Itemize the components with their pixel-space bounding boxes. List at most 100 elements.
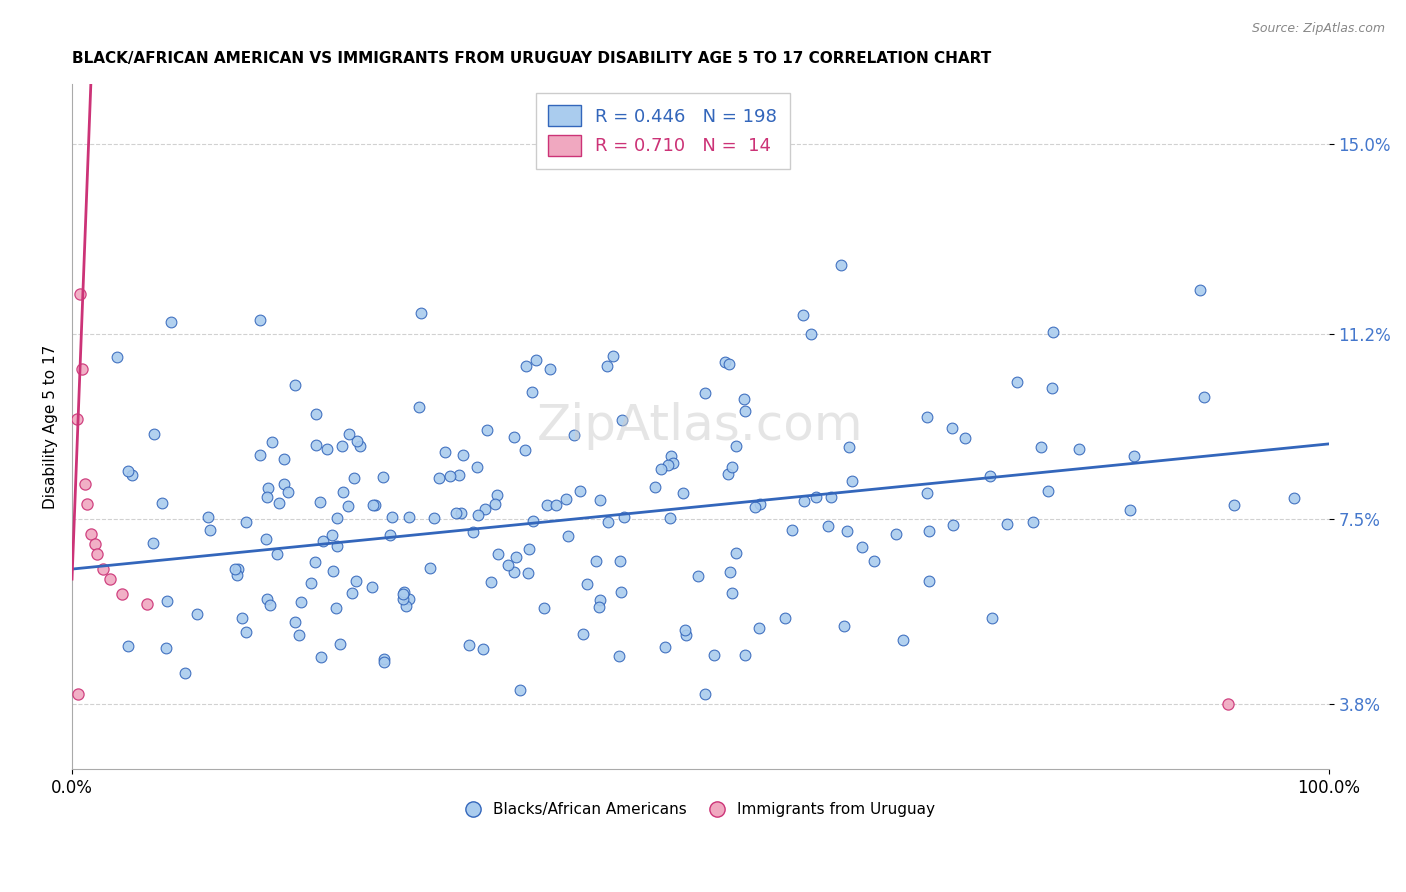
- Point: [841, 474, 863, 488]
- Point: [1192, 390, 1215, 404]
- Point: [1216, 697, 1239, 711]
- Point: [256, 481, 278, 495]
- Point: [1282, 491, 1305, 505]
- Point: [235, 625, 257, 640]
- Point: [249, 312, 271, 326]
- Point: [467, 508, 489, 522]
- Point: [718, 565, 741, 579]
- Point: [273, 477, 295, 491]
- Point: [322, 564, 344, 578]
- Point: [450, 506, 472, 520]
- Point: [569, 483, 592, 498]
- Point: [316, 442, 339, 456]
- Point: [693, 687, 716, 701]
- Point: [326, 539, 349, 553]
- Point: [409, 306, 432, 320]
- Point: [439, 469, 461, 483]
- Point: [575, 576, 598, 591]
- Point: [1040, 381, 1063, 395]
- Point: [457, 638, 479, 652]
- Point: [546, 498, 568, 512]
- Point: [305, 408, 328, 422]
- Point: [733, 392, 755, 406]
- Point: [589, 592, 612, 607]
- Point: [66, 412, 89, 426]
- Point: [304, 555, 326, 569]
- Point: [111, 587, 134, 601]
- Point: [142, 426, 165, 441]
- Point: [340, 585, 363, 599]
- Point: [496, 558, 519, 573]
- Point: [336, 499, 359, 513]
- Point: [142, 535, 165, 549]
- Point: [427, 471, 450, 485]
- Point: [98, 572, 121, 586]
- Point: [284, 378, 307, 392]
- Point: [717, 357, 740, 371]
- Point: [346, 434, 368, 449]
- Point: [693, 385, 716, 400]
- Point: [918, 574, 941, 588]
- Point: [259, 598, 281, 612]
- Point: [503, 429, 526, 443]
- Text: BLACK/AFRICAN AMERICAN VS IMMIGRANTS FROM URUGUAY DISABILITY AGE 5 TO 17 CORRELA: BLACK/AFRICAN AMERICAN VS IMMIGRANTS FRO…: [72, 51, 991, 66]
- Point: [509, 683, 531, 698]
- Point: [522, 514, 544, 528]
- Point: [332, 484, 354, 499]
- Point: [371, 470, 394, 484]
- Point: [309, 650, 332, 665]
- Point: [150, 496, 173, 510]
- Point: [93, 562, 115, 576]
- Point: [325, 601, 347, 615]
- Point: [536, 498, 558, 512]
- Point: [1119, 503, 1142, 517]
- Point: [517, 541, 540, 556]
- Point: [86, 547, 108, 561]
- Point: [173, 666, 195, 681]
- Point: [373, 652, 395, 666]
- Point: [782, 523, 804, 537]
- Point: [309, 495, 332, 509]
- Point: [105, 351, 128, 365]
- Point: [117, 463, 139, 477]
- Point: [423, 510, 446, 524]
- Point: [662, 456, 685, 470]
- Point: [269, 496, 291, 510]
- Point: [484, 497, 506, 511]
- Point: [851, 540, 873, 554]
- Point: [311, 534, 333, 549]
- Point: [398, 592, 420, 607]
- Point: [200, 523, 222, 537]
- Point: [467, 460, 489, 475]
- Point: [80, 527, 103, 541]
- Point: [981, 610, 1004, 624]
- Point: [479, 575, 502, 590]
- Point: [364, 498, 387, 512]
- Point: [516, 566, 538, 580]
- Point: [1042, 325, 1064, 339]
- Point: [744, 500, 766, 515]
- Point: [659, 449, 682, 463]
- Point: [607, 649, 630, 664]
- Point: [748, 621, 770, 635]
- Point: [613, 510, 636, 524]
- Point: [225, 568, 247, 582]
- Point: [650, 462, 672, 476]
- Point: [433, 445, 456, 459]
- Legend: Blacks/African Americans, Immigrants from Uruguay: Blacks/African Americans, Immigrants fro…: [460, 797, 941, 823]
- Point: [804, 490, 827, 504]
- Point: [408, 400, 430, 414]
- Point: [675, 628, 697, 642]
- Point: [834, 619, 856, 633]
- Point: [70, 362, 93, 376]
- Point: [585, 554, 607, 568]
- Point: [160, 315, 183, 329]
- Point: [117, 640, 139, 654]
- Point: [394, 585, 416, 599]
- Point: [284, 615, 307, 629]
- Point: [329, 636, 352, 650]
- Point: [235, 515, 257, 529]
- Point: [197, 509, 219, 524]
- Point: [533, 600, 555, 615]
- Point: [321, 527, 343, 541]
